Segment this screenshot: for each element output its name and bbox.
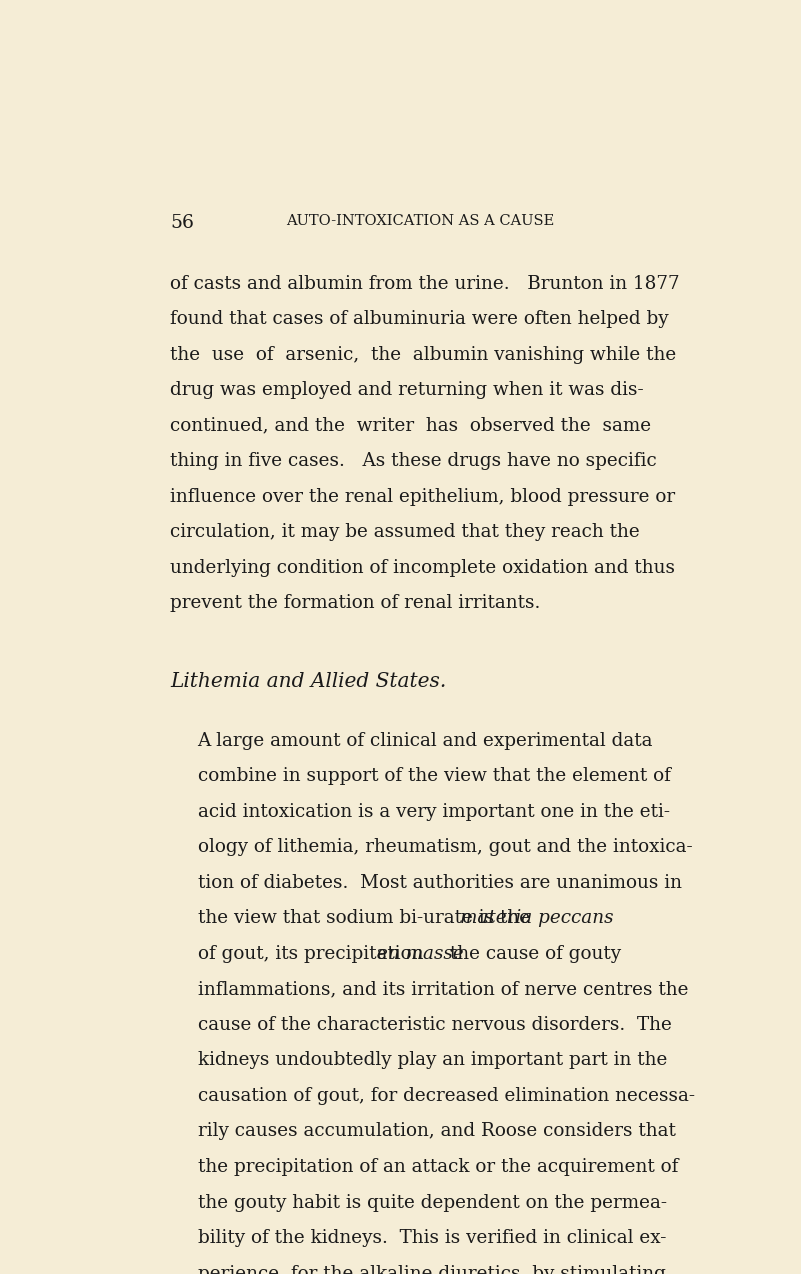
Text: the cause of gouty: the cause of gouty bbox=[444, 945, 621, 963]
Text: inflammations, and its irritation of nerve centres the: inflammations, and its irritation of ner… bbox=[198, 981, 688, 999]
Text: kidneys undoubtedly play an important part in the: kidneys undoubtedly play an important pa… bbox=[198, 1051, 667, 1069]
Text: bility of the kidneys.  This is verified in clinical ex-: bility of the kidneys. This is verified … bbox=[198, 1229, 666, 1247]
Text: of casts and albumin from the urine.   Brunton in 1877: of casts and albumin from the urine. Bru… bbox=[171, 274, 680, 293]
Text: the  use  of  arsenic,  the  albumin vanishing while the: the use of arsenic, the albumin vanishin… bbox=[171, 345, 677, 363]
Text: the gouty habit is quite dependent on the permea-: the gouty habit is quite dependent on th… bbox=[198, 1194, 666, 1212]
Text: underlying condition of incomplete oxidation and thus: underlying condition of incomplete oxida… bbox=[171, 558, 675, 577]
Text: causation of gout, for decreased elimination necessa-: causation of gout, for decreased elimina… bbox=[198, 1087, 694, 1105]
Text: circulation, it may be assumed that they reach the: circulation, it may be assumed that they… bbox=[171, 524, 640, 541]
Text: materia peccans: materia peccans bbox=[460, 910, 613, 927]
Text: found that cases of albuminuria were often helped by: found that cases of albuminuria were oft… bbox=[171, 310, 669, 327]
Text: combine in support of the view that the element of: combine in support of the view that the … bbox=[198, 767, 670, 785]
Text: influence over the renal epithelium, blood pressure or: influence over the renal epithelium, blo… bbox=[171, 488, 675, 506]
Text: continued, and the  writer  has  observed the  same: continued, and the writer has observed t… bbox=[171, 417, 651, 434]
Text: 56: 56 bbox=[171, 214, 194, 232]
Text: rily causes accumulation, and Roose considers that: rily causes accumulation, and Roose cons… bbox=[198, 1122, 675, 1140]
Text: thing in five cases.   As these drugs have no specific: thing in five cases. As these drugs have… bbox=[171, 452, 657, 470]
Text: perience, for the alkaline diuretics, by stimulating: perience, for the alkaline diuretics, by… bbox=[198, 1265, 666, 1274]
Text: tion of diabetes.  Most authorities are unanimous in: tion of diabetes. Most authorities are u… bbox=[198, 874, 682, 892]
Text: A large amount of clinical and experimental data: A large amount of clinical and experimen… bbox=[198, 731, 653, 750]
Text: drug was employed and returning when it was dis-: drug was employed and returning when it … bbox=[171, 381, 644, 399]
Text: cause of the characteristic nervous disorders.  The: cause of the characteristic nervous diso… bbox=[198, 1015, 671, 1034]
Text: Lithemia and Allied States.: Lithemia and Allied States. bbox=[171, 671, 446, 691]
Text: prevent the formation of renal irritants.: prevent the formation of renal irritants… bbox=[171, 594, 541, 612]
Text: AUTO-INTOXICATION AS A CAUSE: AUTO-INTOXICATION AS A CAUSE bbox=[286, 214, 554, 228]
Text: the precipitation of an attack or the acquirement of: the precipitation of an attack or the ac… bbox=[198, 1158, 678, 1176]
Text: acid intoxication is a very important one in the eti-: acid intoxication is a very important on… bbox=[198, 803, 670, 820]
Text: en masse: en masse bbox=[377, 945, 464, 963]
Text: the view that sodium bi-urate is the: the view that sodium bi-urate is the bbox=[198, 910, 536, 927]
Text: of gout, its precipitation: of gout, its precipitation bbox=[198, 945, 429, 963]
Text: ology of lithemia, rheumatism, gout and the intoxica-: ology of lithemia, rheumatism, gout and … bbox=[198, 838, 692, 856]
